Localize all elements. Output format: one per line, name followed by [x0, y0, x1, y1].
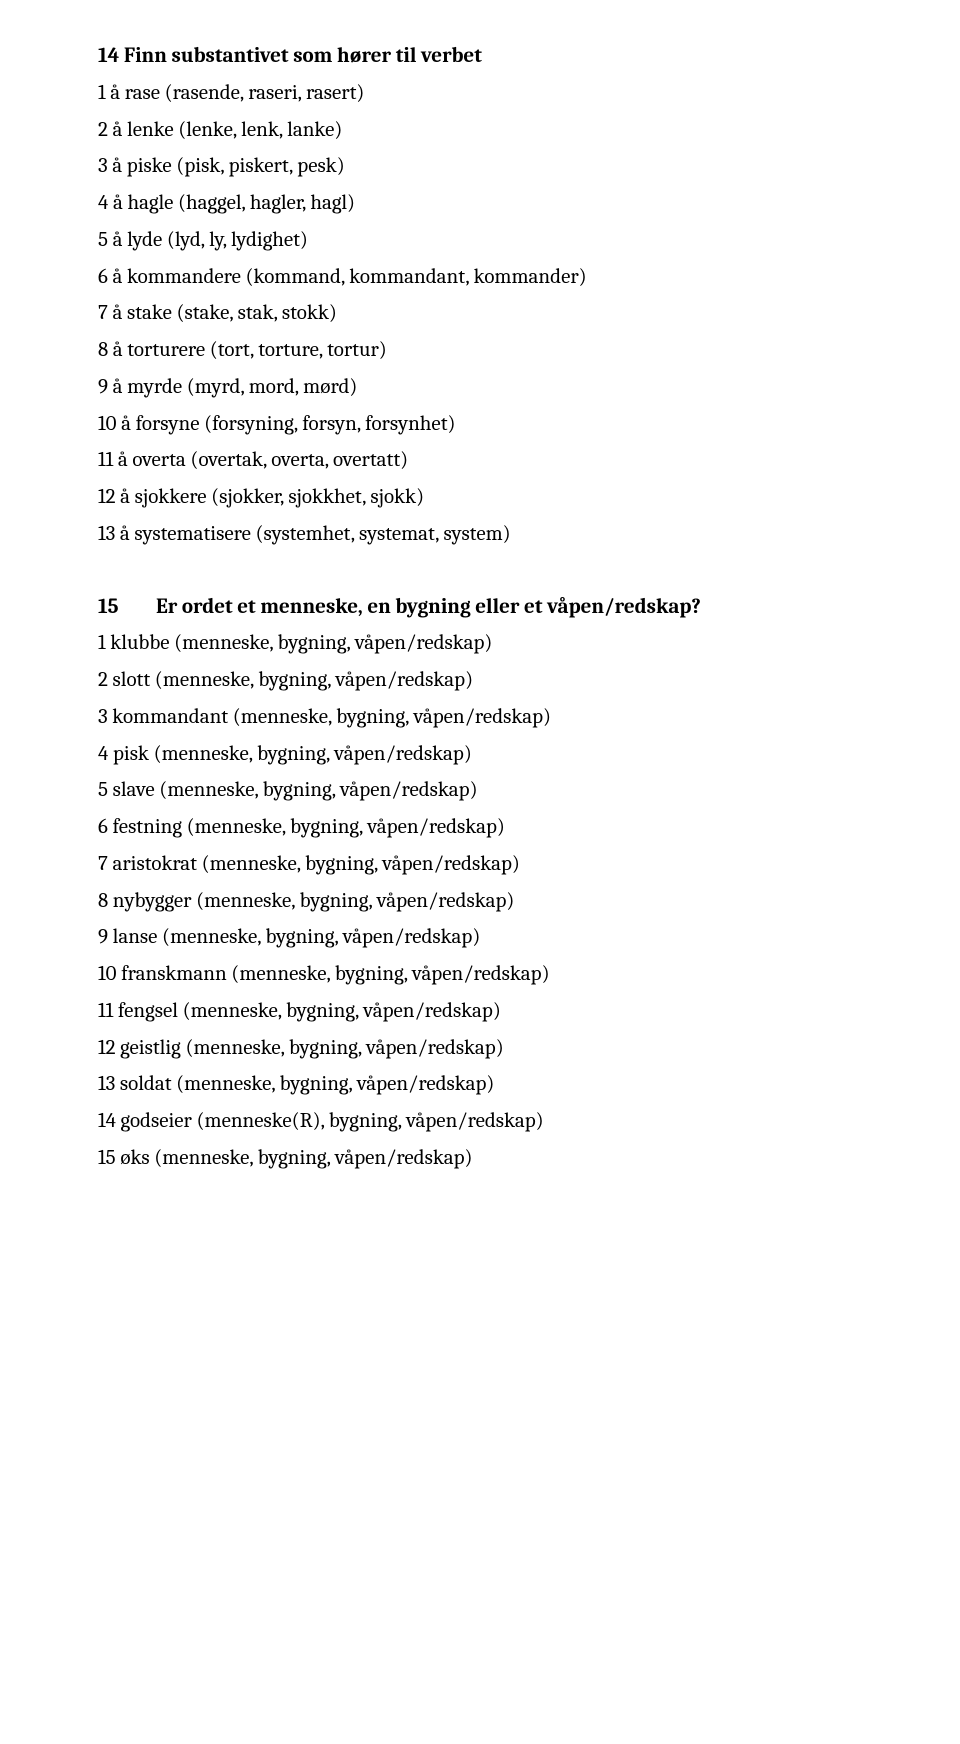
section-15-item: 9 lanse (menneske, bygning, våpen/redska…	[98, 919, 960, 956]
section-14-item: 6 å kommandere (kommand, kommandant, kom…	[98, 259, 960, 296]
section-14-item: 10 å forsyne (forsyning, forsyn, forsynh…	[98, 406, 960, 443]
section-15-item: 2 slott (menneske, bygning, våpen/redska…	[98, 662, 960, 699]
section-14-item: 2 å lenke (lenke, lenk, lanke)	[98, 112, 960, 149]
section-14-heading: 14 Finn substantivet som hører til verbe…	[98, 38, 960, 75]
section-15-title: Er ordet et menneske, en bygning eller e…	[156, 589, 701, 626]
section-15-item: 4 pisk (menneske, bygning, våpen/redskap…	[98, 736, 960, 773]
section-15-item: 10 franskmann (menneske, bygning, våpen/…	[98, 956, 960, 993]
section-14-item: 13 å systematisere (systemhet, systemat,…	[98, 516, 960, 553]
section-14-item: 11 å overta (overtak, overta, overtatt)	[98, 442, 960, 479]
section-15-number: 15	[98, 589, 156, 626]
section-14-item: 3 å piske (pisk, piskert, pesk)	[98, 148, 960, 185]
section-14-item: 9 å myrde (myrd, mord, mørd)	[98, 369, 960, 406]
section-15-heading-row: 15 Er ordet et menneske, en bygning elle…	[98, 589, 960, 626]
section-15-item: 6 festning (menneske, bygning, våpen/red…	[98, 809, 960, 846]
section-14-item: 1 å rase (rasende, raseri, rasert)	[98, 75, 960, 112]
section-gap	[98, 553, 960, 589]
section-15-item: 7 aristokrat (menneske, bygning, våpen/r…	[98, 846, 960, 883]
section-15-item: 13 soldat (menneske, bygning, våpen/reds…	[98, 1066, 960, 1103]
section-14-item: 5 å lyde (lyd, ly, lydighet)	[98, 222, 960, 259]
section-15-item: 5 slave (menneske, bygning, våpen/redska…	[98, 772, 960, 809]
section-15-item: 8 nybygger (menneske, bygning, våpen/red…	[98, 883, 960, 920]
section-14-item: 12 å sjokkere (sjokker, sjokkhet, sjokk)	[98, 479, 960, 516]
section-15-item: 11 fengsel (menneske, bygning, våpen/red…	[98, 993, 960, 1030]
section-15-item: 12 geistlig (menneske, bygning, våpen/re…	[98, 1030, 960, 1067]
section-14-item: 7 å stake (stake, stak, stokk)	[98, 295, 960, 332]
section-15-item: 3 kommandant (menneske, bygning, våpen/r…	[98, 699, 960, 736]
section-14-item: 8 å torturere (tort, torture, tortur)	[98, 332, 960, 369]
section-15-item: 14 godseier (menneske(R), bygning, våpen…	[98, 1103, 960, 1140]
section-14-item: 4 å hagle (haggel, hagler, hagl)	[98, 185, 960, 222]
section-15-item: 1 klubbe (menneske, bygning, våpen/redsk…	[98, 625, 960, 662]
section-15-item: 15 øks (menneske, bygning, våpen/redskap…	[98, 1140, 960, 1177]
